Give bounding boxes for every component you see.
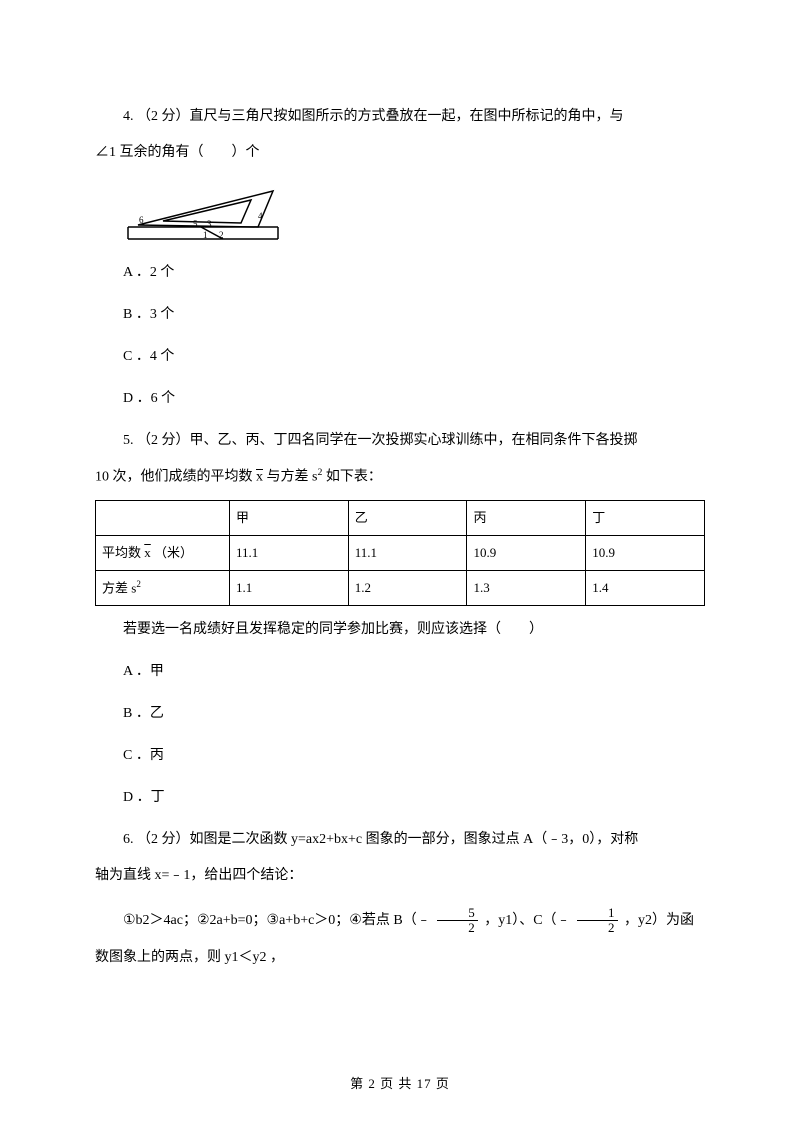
- frac2-num: 1: [577, 906, 618, 921]
- q4-line1: 4. （2 分）直尺与三角尺按如图所示的方式叠放在一起，在图中所标记的角中，与: [95, 103, 705, 131]
- q4-line2: ∠1 互余的角有（ ）个: [95, 139, 705, 167]
- q4-optC: C ．4 个: [95, 343, 705, 371]
- table-cell: 1.4: [586, 570, 705, 605]
- q5-line3: 若要选一名成绩好且发挥稳定的同学参加比赛，则应该选择（ ）: [95, 616, 705, 644]
- q4-figure: 6 53 4 1 2: [123, 183, 705, 243]
- svg-text:5: 5: [193, 219, 198, 229]
- q5-line1: 5. （2 分）甲、乙、丙、丁四名同学在一次投掷实心球训练中，在相同条件下各投掷: [95, 427, 705, 455]
- q5-optA: A ．甲: [95, 658, 705, 686]
- q5-line2-pre: 10 次，他们成绩的平均数: [95, 470, 256, 485]
- q6-stmt-mid2: ，y2）为函: [621, 913, 695, 928]
- q6-line1: 6. （2 分）如图是二次函数 y=ax2+bx+c 图象的一部分，图象过点 A…: [95, 826, 705, 854]
- frac1-num: 5: [437, 906, 478, 921]
- q5-line2: 10 次，他们成绩的平均数 x 与方差 s2 如下表：: [95, 463, 705, 492]
- fraction-2: 12: [577, 906, 618, 936]
- table-cell: 1.2: [348, 570, 467, 605]
- frac2-den: 2: [577, 921, 618, 935]
- footer-page: 2: [368, 1076, 376, 1091]
- frac1-den: 2: [437, 921, 478, 935]
- footer-mid: 页 共: [376, 1076, 417, 1091]
- q6-stmt-mid1: ，y1）、C（﹣: [481, 913, 574, 928]
- q4-optD: D ．6 个: [95, 385, 705, 413]
- table-cell: 11.1: [348, 535, 467, 570]
- q5-optB: B ．乙: [95, 700, 705, 728]
- table-row-label: 平均数 x （米）: [96, 535, 230, 570]
- table-header-cell: 丁: [586, 500, 705, 535]
- svg-text:4: 4: [258, 211, 263, 221]
- table-cell: 1.1: [229, 570, 348, 605]
- q6-stmt-pre: ①b2＞4ac；②2a+b=0；③a+b+c＞0；④若点 B（﹣: [123, 913, 434, 928]
- table-header-cell: 丙: [467, 500, 586, 535]
- q5-table: 甲乙丙丁平均数 x （米）11.111.110.910.9方差 s21.11.2…: [95, 500, 705, 606]
- q6-stmt-line1: ①b2＞4ac；②2a+b=0；③a+b+c＞0；④若点 B（﹣ 52 ，y1）…: [95, 906, 705, 936]
- svg-text:2: 2: [219, 230, 224, 240]
- table-header-cell: [96, 500, 230, 535]
- q5-line2-mid: 与方差 s: [263, 470, 317, 485]
- q6-line2: 轴为直线 x=﹣1，给出四个结论：: [95, 862, 705, 890]
- table-header-cell: 甲: [229, 500, 348, 535]
- footer-total: 17: [417, 1076, 432, 1091]
- q4-optB: B ．3 个: [95, 301, 705, 329]
- table-cell: 10.9: [586, 535, 705, 570]
- q6-stmt-line2: 数图象上的两点，则 y1＜y2 ，: [95, 944, 705, 972]
- table-row-label: 方差 s2: [96, 570, 230, 605]
- q5-line2-post: 如下表：: [322, 470, 382, 485]
- q5-optC: C ．丙: [95, 742, 705, 770]
- svg-text:6: 6: [139, 215, 144, 225]
- table-cell: 11.1: [229, 535, 348, 570]
- page-footer: 第 2 页 共 17 页: [0, 1073, 800, 1092]
- q4-optA: A ．2 个: [95, 259, 705, 287]
- page-content: 4. （2 分）直尺与三角尺按如图所示的方式叠放在一起，在图中所标记的角中，与 …: [0, 0, 800, 1012]
- table-header-cell: 乙: [348, 500, 467, 535]
- footer-pre: 第: [350, 1076, 368, 1091]
- xbar-symbol: x: [256, 470, 263, 485]
- fraction-1: 52: [437, 906, 478, 936]
- svg-text:1: 1: [203, 230, 208, 240]
- q5-optD: D ．丁: [95, 784, 705, 812]
- table-cell: 10.9: [467, 535, 586, 570]
- svg-text:3: 3: [207, 219, 212, 229]
- table-cell: 1.3: [467, 570, 586, 605]
- footer-post: 页: [432, 1076, 450, 1091]
